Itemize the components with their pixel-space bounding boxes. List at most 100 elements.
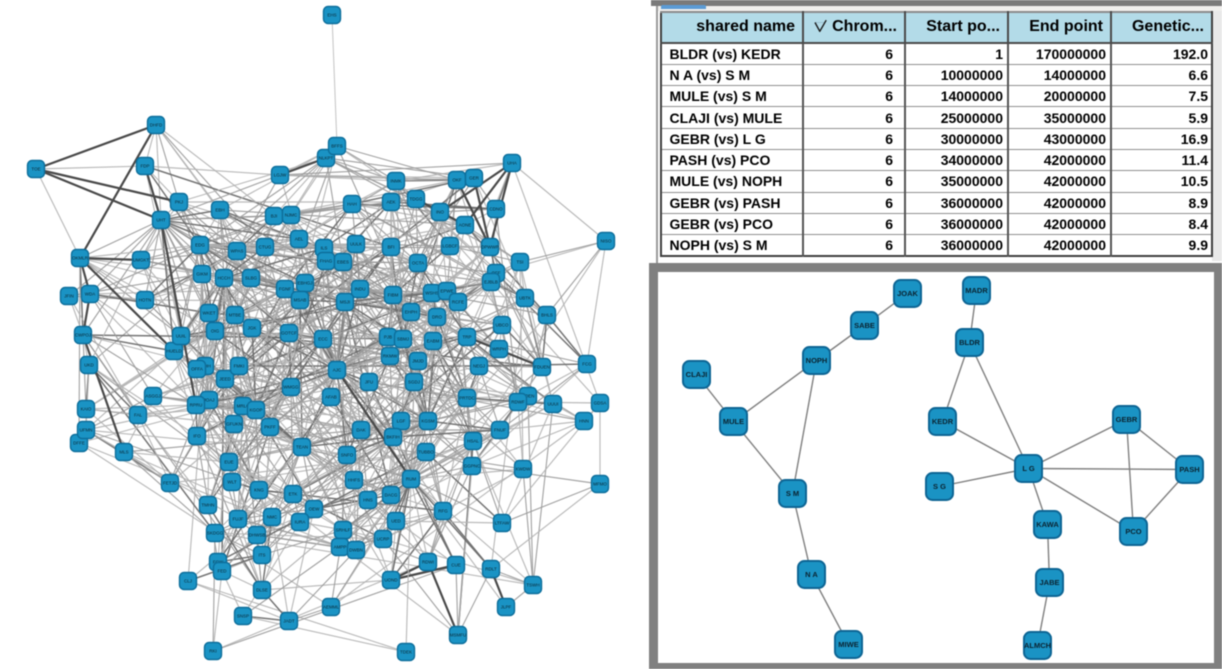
svg-text:JFIN: JFIN — [64, 294, 74, 299]
svg-text:FUJF: FUJF — [233, 517, 244, 522]
svg-text:TEAN: TEAN — [296, 445, 308, 450]
svg-text:TSWH: TSWH — [526, 583, 539, 588]
svg-text:NISO: NISO — [600, 239, 612, 244]
svg-text:INDU: INDU — [355, 287, 366, 292]
svg-text:UOEN: UOEN — [521, 394, 534, 399]
svg-text:FNUF: FNUF — [494, 428, 506, 433]
svg-text:S M: S M — [785, 489, 798, 498]
svg-text:UBTK: UBTK — [519, 296, 531, 301]
svg-text:UOND: UOND — [384, 578, 398, 583]
svg-text:DHFD: DHFD — [150, 123, 163, 128]
svg-text:S G: S G — [933, 482, 946, 491]
svg-text:N A: N A — [805, 570, 818, 579]
svg-text:KWDW: KWDW — [516, 467, 531, 472]
svg-text:WKET: WKET — [203, 311, 216, 316]
svg-text:BLDR: BLDR — [959, 338, 980, 347]
svg-text:AFAB: AFAB — [325, 395, 337, 400]
svg-text:MSAB: MSAB — [294, 298, 307, 303]
svg-text:HAH: HAH — [347, 202, 357, 207]
svg-text:MSJI: MSJI — [340, 300, 350, 305]
svg-text:BFI: BFI — [387, 245, 394, 250]
svg-text:NLKPT: NLKPT — [319, 156, 334, 161]
svg-text:JABE: JABE — [1039, 578, 1059, 587]
svg-text:GGPNC: GGPNC — [464, 464, 481, 469]
svg-text:SGDJ: SGDJ — [408, 380, 420, 385]
svg-text:JADT: JADT — [283, 619, 295, 624]
svg-text:JLPF: JLPF — [501, 605, 512, 610]
svg-text:FHAG: FHAG — [320, 259, 333, 264]
svg-text:ITS: ITS — [258, 553, 265, 558]
svg-text:UULK: UULK — [350, 242, 362, 247]
svg-text:CDNO: CDNO — [489, 207, 503, 212]
svg-text:FIBM: FIBM — [388, 293, 399, 298]
svg-text:PASH: PASH — [1179, 465, 1199, 474]
svg-text:NEGJ: NEGJ — [473, 364, 485, 369]
svg-text:PJB: PJB — [384, 335, 392, 340]
svg-text:MULE: MULE — [722, 417, 743, 426]
svg-text:AEMML: AEMML — [323, 605, 340, 610]
svg-text:GER: GER — [469, 176, 480, 181]
svg-text:RCFE: RCFE — [452, 300, 464, 305]
svg-text:HSAL: HSAL — [467, 439, 479, 444]
svg-text:ECC: ECC — [318, 337, 328, 342]
svg-text:UBCO: UBCO — [495, 323, 509, 328]
svg-text:OIG: OIG — [211, 329, 220, 334]
svg-text:RPRU: RPRU — [190, 403, 203, 408]
svg-text:SBMJ: SBMJ — [397, 337, 409, 342]
svg-text:KGOP: KGOP — [249, 408, 262, 413]
svg-text:NMC: NMC — [267, 515, 278, 520]
svg-text:SLBG: SLBG — [245, 276, 258, 281]
svg-text:MIWE: MIWE — [838, 640, 858, 649]
svg-text:PRTDC: PRTDC — [459, 396, 475, 401]
svg-text:UHT: UHT — [156, 218, 165, 223]
svg-text:DAK: DAK — [356, 428, 365, 433]
svg-text:OKMLR: OKMLR — [72, 256, 89, 261]
svg-text:DRO: DRO — [432, 315, 442, 320]
svg-text:HCCH: HCCH — [218, 276, 231, 281]
svg-text:JMJD: JMJD — [412, 359, 424, 364]
svg-text:TRP: TRP — [463, 335, 472, 340]
svg-text:OEW: OEW — [309, 507, 321, 512]
svg-text:AJC: AJC — [333, 368, 342, 373]
svg-text:DWBN: DWBN — [349, 548, 363, 553]
svg-text:JEED: JEED — [219, 377, 231, 382]
svg-text:MSMFU: MSMFU — [450, 633, 467, 638]
svg-text:NOPH: NOPH — [805, 356, 827, 365]
svg-text:DPWWP: DPWWP — [481, 245, 499, 250]
svg-text:ETK: ETK — [289, 492, 298, 497]
svg-text:UUUI: UUUI — [548, 402, 559, 407]
svg-text:WPAS: WPAS — [231, 249, 244, 254]
svg-text:WSHS: WSHS — [425, 291, 439, 296]
svg-text:EDG: EDG — [195, 243, 205, 248]
svg-text:UKD: UKD — [84, 363, 94, 368]
svg-text:WDA: WDA — [85, 292, 96, 297]
svg-text:SRHLF: SRHLF — [336, 528, 351, 533]
svg-text:FDP: FDP — [141, 164, 150, 169]
svg-text:SNFO: SNFO — [341, 453, 354, 458]
svg-text:TUBBO: TUBBO — [418, 450, 434, 455]
svg-text:EBH: EBH — [215, 208, 224, 213]
svg-text:GDSA: GDSA — [594, 401, 607, 406]
svg-text:KEDR: KEDR — [931, 417, 953, 426]
svg-text:UHA: UHA — [507, 161, 517, 166]
svg-text:TSI: TSI — [516, 260, 523, 265]
svg-text:FETJD: FETJD — [163, 481, 178, 486]
svg-text:RDWF: RDWF — [511, 400, 525, 405]
svg-text:TDGG: TDGG — [410, 197, 423, 202]
svg-text:UFMN: UFMN — [80, 428, 93, 433]
svg-text:HNS: HNS — [363, 498, 373, 503]
svg-text:DFFE: DFFE — [73, 441, 85, 446]
svg-text:DHWSB: DHWSB — [249, 533, 266, 538]
svg-text:WMGG: WMGG — [284, 385, 299, 390]
svg-text:RKMW: RKMW — [383, 354, 398, 359]
svg-text:CTUG: CTUG — [259, 245, 272, 250]
svg-text:EABM: EABM — [427, 339, 440, 344]
svg-text:BFFS: BFFS — [331, 144, 343, 149]
svg-text:UUIL: UUIL — [176, 334, 187, 339]
svg-text:PCO: PCO — [1125, 527, 1141, 536]
svg-text:FED: FED — [218, 569, 228, 574]
svg-text:RUM: RUM — [406, 477, 416, 482]
svg-text:AMPP: AMPP — [334, 545, 347, 550]
svg-text:TDEK: TDEK — [400, 650, 412, 655]
svg-text:KGSM: KGSM — [421, 419, 435, 424]
